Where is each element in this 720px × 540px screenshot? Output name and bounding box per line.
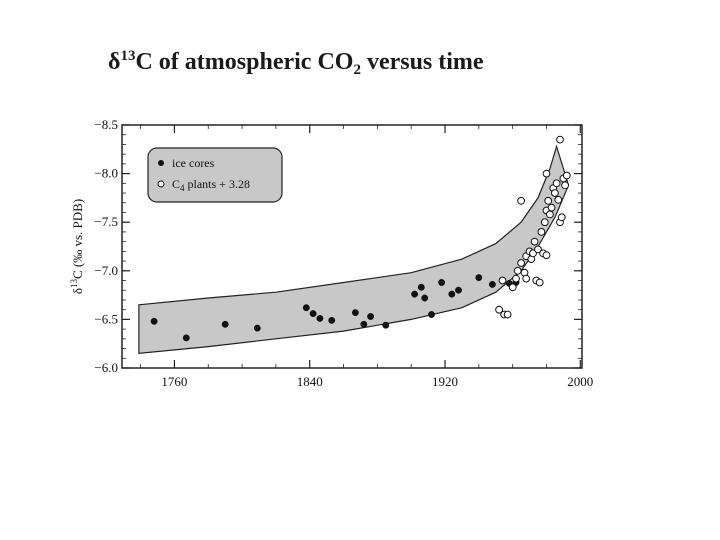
ice-core-point: [448, 290, 456, 298]
y-axis-label: δ13C (‰ vs. PDB): [69, 199, 85, 294]
ice-core-point: [316, 314, 324, 322]
title-delta: δ: [108, 49, 121, 75]
c4-plant-point: [517, 196, 525, 205]
ice-core-point: [428, 311, 435, 318]
legend-label: ice cores: [172, 156, 215, 170]
c4-plant-point: [546, 210, 554, 219]
slide-title: δ13C of atmospheric CO2 versus time: [108, 48, 484, 79]
c4-plant-point: [534, 245, 542, 254]
c4-plant-point: [503, 310, 512, 319]
ice-core-point: [328, 316, 336, 324]
y-tick-label: −7.5: [94, 214, 118, 229]
ice-core-point: [411, 290, 419, 298]
y-tick-label: −8.5: [94, 117, 118, 132]
ice-core-point: [302, 304, 310, 312]
c4-plant-point: [540, 218, 549, 227]
y-axis-label-rest: C (‰ vs. PDB): [70, 199, 85, 279]
legend-marker-filled: [158, 160, 164, 166]
ice-core-point: [367, 313, 375, 320]
ice-core-point: [150, 317, 158, 325]
legend-label-pre: C: [172, 177, 180, 191]
c4-plant-point: [535, 278, 544, 287]
ice-core-point: [438, 279, 446, 286]
c4-plant-point: [529, 249, 537, 258]
x-tick-label: 1840: [297, 374, 323, 389]
c4-plant-point: [556, 135, 564, 144]
y-axis-label-sup: 13: [69, 279, 79, 289]
c4-plant-point: [547, 203, 556, 212]
legend-box: [147, 147, 283, 203]
ice-core-point: [455, 286, 462, 294]
ice-core-point: [417, 283, 425, 291]
ice-core-point: [309, 310, 317, 318]
c4-plant-point: [537, 228, 546, 236]
legend-label: C4 plants + 3.28: [172, 177, 250, 193]
y-tick-label: −6.5: [94, 311, 118, 326]
y-tick-label: −8.0: [94, 166, 118, 181]
ice-core-point: [221, 320, 229, 328]
c4-plant-point: [513, 266, 522, 275]
title-subscript: 2: [353, 62, 361, 78]
ice-core-point: [421, 294, 429, 302]
c4-plant-point: [530, 237, 539, 246]
plot-frame: [121, 124, 583, 369]
c4-plant-point: [522, 274, 531, 283]
c4-plant-point: [542, 169, 551, 178]
title-end: versus time: [360, 49, 484, 75]
c4-plant-point: [551, 189, 559, 197]
ice-core-point: [360, 320, 368, 328]
x-tick-label: 1920: [432, 374, 458, 389]
c4-plant-point: [544, 196, 553, 205]
c4-plant-point: [542, 251, 551, 260]
ice-core-point: [253, 324, 261, 332]
c4-plant-point: [495, 305, 504, 314]
y-axis-label-delta: δ: [70, 288, 85, 294]
ice-core-point: [182, 334, 190, 342]
ice-core-point: [351, 309, 359, 317]
c4-plant-point: [561, 181, 569, 190]
legend-label-post: plants + 3.28: [185, 177, 250, 191]
legend-marker-open: [157, 180, 165, 188]
title-main: C of atmospheric CO: [135, 49, 354, 75]
c4-plant-point: [552, 179, 561, 188]
c4-plant-point: [562, 171, 571, 180]
y-tick-label: −7.0: [94, 263, 118, 278]
ice-core-point: [382, 321, 390, 329]
c4-plant-point: [554, 195, 563, 204]
y-tick-label: −6.0: [94, 360, 118, 375]
c4-plant-point: [557, 213, 566, 222]
ice-core-point: [475, 274, 483, 282]
ice-core-point: [488, 280, 496, 288]
c4-plant-point: [517, 259, 525, 267]
title-superscript: 13: [120, 48, 136, 64]
x-tick-label: 1760: [161, 374, 187, 389]
c4-plant-point: [508, 283, 517, 292]
legend-label-sub: 4: [180, 183, 185, 193]
c4-plant-point: [512, 274, 520, 283]
x-tick-label: 2000: [567, 374, 593, 389]
legend: ice cores C4 plants + 3.28: [147, 147, 283, 203]
c4-plant-point: [498, 276, 507, 285]
